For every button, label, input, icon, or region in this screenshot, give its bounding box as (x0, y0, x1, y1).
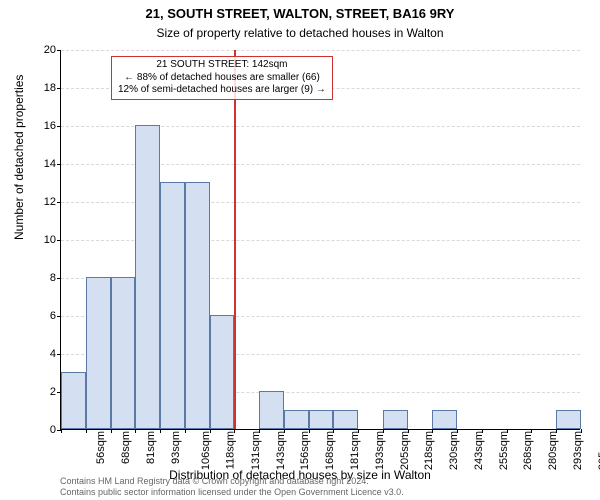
histogram-bar (86, 277, 111, 429)
x-tick-mark (210, 429, 211, 433)
x-tick-mark (383, 429, 384, 433)
x-tick-mark (581, 429, 582, 433)
histogram-bar (284, 410, 309, 429)
x-tick-label: 193sqm (374, 431, 386, 470)
x-tick-label: 168sqm (324, 431, 336, 470)
x-tick-label: 81sqm (145, 431, 157, 464)
x-tick-mark (408, 429, 409, 433)
y-tick-mark (57, 126, 61, 127)
y-tick-label: 6 (31, 310, 56, 322)
y-tick-label: 18 (31, 82, 56, 94)
x-tick-mark (185, 429, 186, 433)
reference-annotation-box: 21 SOUTH STREET: 142sqm ← 88% of detache… (111, 56, 333, 100)
y-tick-label: 16 (31, 120, 56, 132)
x-tick-mark (111, 429, 112, 433)
y-axis-label: Number of detached properties (12, 75, 26, 240)
x-tick-label: 181sqm (349, 431, 361, 470)
x-tick-label: 143sqm (275, 431, 287, 470)
x-tick-label: 131sqm (250, 431, 262, 470)
attribution-line-2: Contains public sector information licen… (60, 487, 404, 498)
y-tick-mark (57, 278, 61, 279)
x-tick-label: 118sqm (225, 431, 237, 469)
histogram-bar (135, 125, 160, 429)
y-tick-label: 8 (31, 272, 56, 284)
y-tick-label: 14 (31, 158, 56, 170)
x-tick-mark (507, 429, 508, 433)
histogram-bar (111, 277, 136, 429)
y-tick-label: 10 (31, 234, 56, 246)
chart-title-line-2: Size of property relative to detached ho… (0, 26, 600, 40)
x-tick-label: 106sqm (201, 431, 213, 470)
annotation-line-2: ← 88% of detached houses are smaller (66… (118, 72, 326, 85)
x-tick-mark (259, 429, 260, 433)
y-tick-mark (57, 50, 61, 51)
y-tick-label: 4 (31, 348, 56, 360)
x-tick-mark (531, 429, 532, 433)
attribution-line-1: Contains HM Land Registry data © Crown c… (60, 476, 404, 487)
x-tick-label: 280sqm (547, 431, 559, 470)
y-tick-mark (57, 164, 61, 165)
x-tick-mark (86, 429, 87, 433)
x-tick-label: 68sqm (120, 431, 132, 464)
x-tick-mark (556, 429, 557, 433)
x-tick-label: 255sqm (498, 431, 510, 470)
x-tick-label: 56sqm (95, 431, 107, 464)
y-tick-mark (57, 316, 61, 317)
histogram-bar (432, 410, 457, 429)
x-tick-mark (333, 429, 334, 433)
attribution-text: Contains HM Land Registry data © Crown c… (60, 476, 404, 498)
x-tick-mark (358, 429, 359, 433)
y-tick-label: 20 (31, 44, 56, 56)
x-tick-mark (432, 429, 433, 433)
histogram-bar (556, 410, 581, 429)
x-tick-label: 156sqm (300, 431, 312, 470)
annotation-line-1: 21 SOUTH STREET: 142sqm (118, 59, 326, 72)
y-tick-label: 2 (31, 386, 56, 398)
x-tick-label: 218sqm (423, 431, 435, 470)
histogram-bar (309, 410, 334, 429)
x-tick-mark (309, 429, 310, 433)
y-tick-mark (57, 202, 61, 203)
y-tick-mark (57, 88, 61, 89)
y-tick-mark (57, 240, 61, 241)
x-tick-label: 268sqm (522, 431, 534, 470)
x-tick-label: 243sqm (473, 431, 485, 470)
x-tick-mark (482, 429, 483, 433)
x-tick-mark (135, 429, 136, 433)
chart-title-line-1: 21, SOUTH STREET, WALTON, STREET, BA16 9… (0, 6, 600, 21)
histogram-bar (61, 372, 86, 429)
x-tick-mark (61, 429, 62, 433)
x-tick-label: 230sqm (448, 431, 460, 470)
x-tick-mark (457, 429, 458, 433)
x-tick-mark (234, 429, 235, 433)
histogram-bar (185, 182, 210, 429)
x-tick-mark (284, 429, 285, 433)
y-tick-mark (57, 354, 61, 355)
annotation-line-3: 12% of semi-detached houses are larger (… (118, 84, 326, 97)
x-tick-mark (160, 429, 161, 433)
y-tick-label: 0 (31, 424, 56, 436)
grid-line (61, 50, 580, 51)
chart-container: 21, SOUTH STREET, WALTON, STREET, BA16 9… (0, 0, 600, 500)
histogram-bar (383, 410, 408, 429)
x-tick-label: 205sqm (399, 431, 411, 470)
reference-line (234, 50, 236, 429)
histogram-bar (259, 391, 284, 429)
histogram-bar (160, 182, 185, 429)
x-tick-label: 293sqm (572, 431, 584, 470)
plot-area: 0246810121416182056sqm68sqm81sqm93sqm106… (60, 50, 580, 430)
x-tick-label: 93sqm (170, 431, 182, 464)
histogram-bar (333, 410, 358, 429)
y-tick-label: 12 (31, 196, 56, 208)
histogram-bar (210, 315, 235, 429)
